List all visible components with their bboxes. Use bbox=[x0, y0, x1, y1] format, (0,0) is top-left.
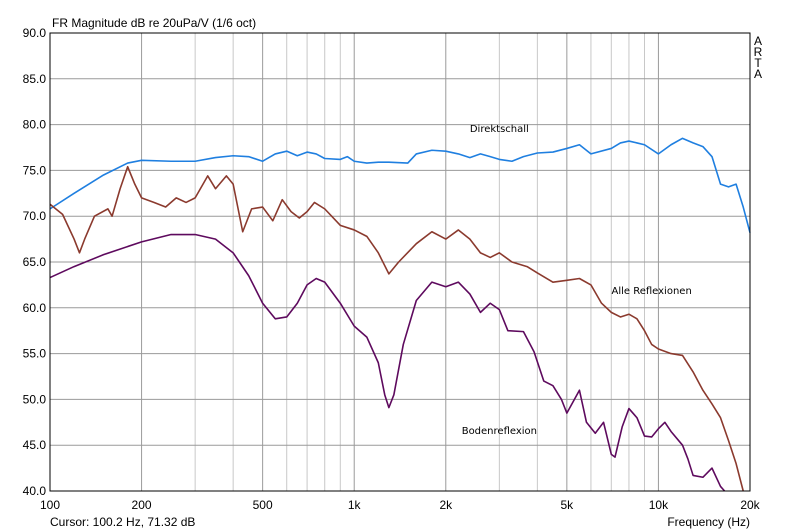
x-tick-label: 1k bbox=[348, 498, 362, 512]
y-tick-label: 45.0 bbox=[23, 438, 47, 452]
y-tick-label: 50.0 bbox=[23, 392, 47, 406]
y-tick-label: 80.0 bbox=[23, 118, 47, 132]
y-tick-label: 65.0 bbox=[23, 255, 47, 269]
series-annotation: Alle Reflexionen bbox=[611, 286, 691, 297]
x-tick-label: 2k bbox=[439, 498, 453, 512]
series-annotation: Bodenreflexion bbox=[462, 426, 537, 437]
x-tick-label: 500 bbox=[253, 498, 273, 512]
x-tick-label: 100 bbox=[40, 498, 60, 512]
series-line-alle-reflexionen bbox=[49, 165, 744, 492]
y-tick-label: 40.0 bbox=[23, 484, 47, 498]
cursor-readout: Cursor: 100.2 Hz, 71.32 dB bbox=[50, 515, 195, 529]
watermark-letter: T bbox=[754, 56, 762, 70]
y-tick-label: 85.0 bbox=[23, 72, 47, 86]
x-tick-label: 5k bbox=[561, 498, 575, 512]
series-line-direktschall bbox=[49, 137, 751, 233]
y-tick-label: 75.0 bbox=[23, 163, 47, 177]
watermark-letter: A bbox=[754, 67, 762, 81]
y-tick-label: 60.0 bbox=[23, 301, 47, 315]
watermark-letter: A bbox=[754, 34, 762, 48]
x-tick-labels: 100 200 500 1k 2k 5k 10k 20k bbox=[40, 498, 761, 512]
x-tick-label: 200 bbox=[132, 498, 152, 512]
series-annotation: Direktschall bbox=[470, 124, 529, 135]
x-axis-label: Frequency (Hz) bbox=[667, 515, 750, 529]
y-tick-label: 55.0 bbox=[23, 347, 47, 361]
watermark-letter: R bbox=[754, 45, 763, 59]
y-tick-label: 70.0 bbox=[23, 209, 47, 223]
series-line-bodenreflexion bbox=[49, 233, 726, 492]
chart-title: FR Magnitude dB re 20uPa/V (1/6 oct) bbox=[52, 16, 256, 30]
y-tick-label: 90.0 bbox=[23, 26, 47, 40]
annotation-layer: Direktschall Alle Reflexionen Bodenreflexi… bbox=[462, 124, 692, 437]
x-tick-label: 20k bbox=[740, 498, 760, 512]
series-layer bbox=[49, 137, 751, 492]
y-tick-labels: 40.0 45.0 50.0 55.0 60.0 65.0 70.0 75.0 80.0 85.0… bbox=[23, 26, 47, 498]
plot-frame bbox=[49, 32, 751, 492]
x-tick-label: 10k bbox=[649, 498, 669, 512]
